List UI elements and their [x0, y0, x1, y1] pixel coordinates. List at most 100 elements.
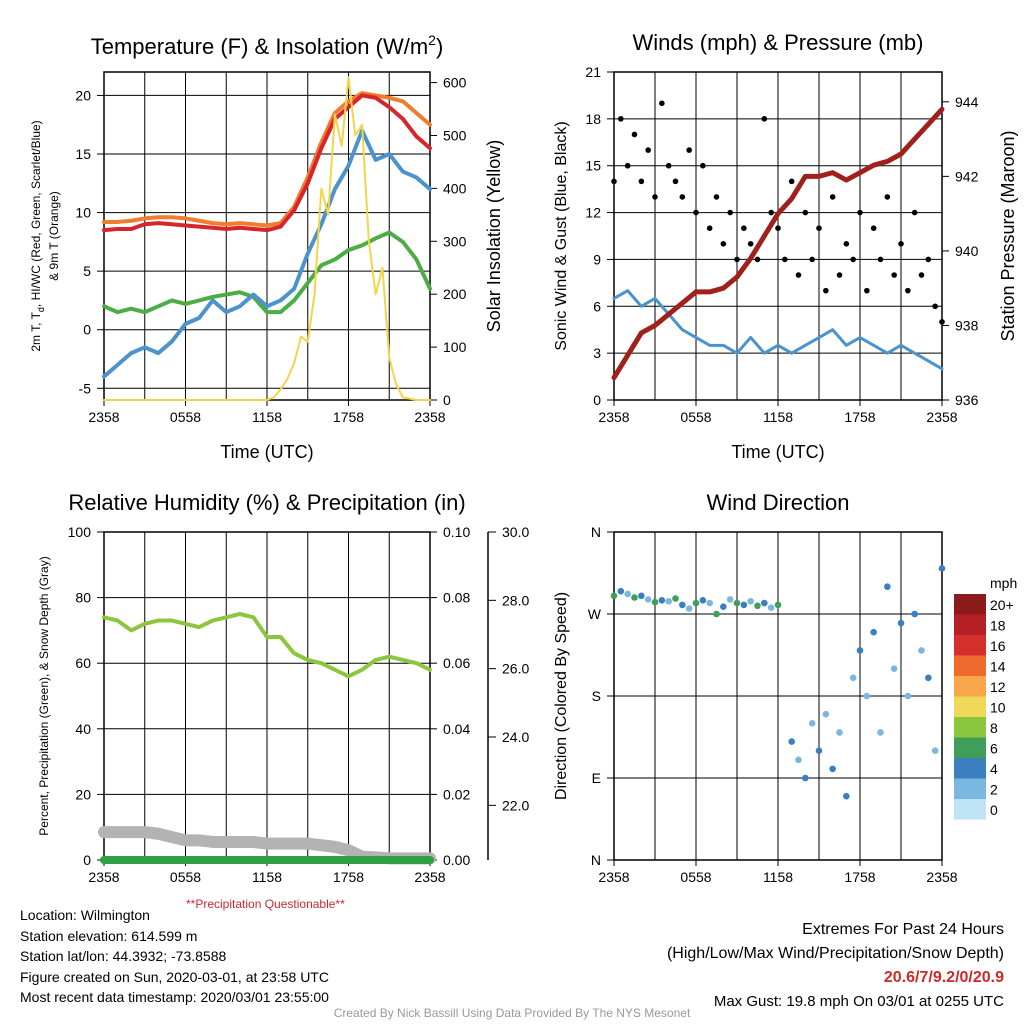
colorbar-label: 2	[990, 782, 998, 798]
gust-point	[905, 287, 911, 294]
gust-point	[932, 303, 938, 310]
x-tick-label: 0558	[170, 409, 201, 425]
x-axis-label: Time (UTC)	[731, 442, 824, 462]
gust-point	[843, 241, 850, 247]
gust-point	[727, 209, 733, 216]
y-tick-label: 3	[593, 345, 601, 361]
location-text: Location: Wilmington	[20, 907, 150, 923]
direction-point	[754, 602, 761, 610]
colorbar-label: 12	[990, 679, 1006, 695]
y-tick-label: 940	[955, 243, 979, 259]
y-tick-label: 938	[955, 317, 979, 333]
colorbar-title: mph	[990, 575, 1017, 591]
temperature-panel: 2358 0558 1158 1758 2358 Temperature (F) & In…	[29, 32, 504, 462]
x-tick-label: 2358	[414, 869, 445, 885]
y-tick-label: 0	[83, 322, 91, 338]
y-axis-label-main: 2m T, T	[29, 311, 43, 351]
gust-point	[829, 194, 836, 200]
gust-point	[870, 225, 877, 231]
direction-point	[836, 729, 843, 736]
y-tick-label: 40	[75, 721, 91, 737]
y-tick-label: 0.06	[443, 655, 470, 671]
y-axis-label-rest: , HI/WC (Red, Green, Scarlet/Blue)	[29, 120, 43, 307]
gust-point	[618, 116, 624, 122]
y-tick-label: 0.08	[443, 590, 470, 606]
colorbar-swatch	[954, 778, 986, 799]
gust-point	[638, 178, 645, 185]
y-tick-label: 200	[443, 286, 467, 302]
x-tick-label: 0558	[170, 869, 201, 885]
wind-direction-panel: 2358 0558 1158 1758 2358 Wind Direction N E S W N D…	[553, 490, 958, 885]
y-tick-label: 0.10	[443, 524, 470, 540]
gust-point	[782, 256, 788, 263]
gust-point	[768, 209, 774, 216]
direction-point	[761, 599, 768, 607]
y-tick-label: 80	[75, 590, 91, 606]
x-tick-label: 2358	[598, 409, 629, 425]
gust-point	[734, 256, 740, 263]
direction-point	[726, 596, 734, 603]
gust-point	[836, 272, 843, 278]
colorbar-label: 10	[990, 700, 1006, 716]
direction-point	[658, 597, 666, 604]
y-tick-label: 21	[585, 64, 601, 80]
wind-pressure-panel: 2358 0558 1158 1758 2358 Winds (mph) & Pressu…	[553, 30, 1018, 462]
gust-point	[665, 162, 672, 169]
max-gust-text: Max Gust: 19.8 mph On 03/01 at 0255 UTC	[713, 993, 1004, 1010]
y-tick-label: 15	[75, 146, 91, 162]
gust-point	[850, 256, 856, 263]
gust-point	[802, 209, 809, 216]
direction-point	[897, 619, 905, 627]
extremes-title: Extremes For Past 24 Hours	[802, 921, 1004, 938]
humidity-precip-panel: 2358 0558 1158 1758 2358 Relative Humidity (%…	[37, 490, 529, 885]
x-tick-label: 0558	[680, 409, 711, 425]
direction-point	[829, 765, 836, 773]
direction-point	[706, 599, 713, 607]
x-tick-label: 1758	[844, 869, 875, 885]
elevation-text: Station elevation: 614.599 m	[20, 927, 198, 944]
gust-point	[624, 162, 631, 169]
direction-point	[617, 587, 625, 595]
credit-text: Created By Nick Bassill Using Data Provi…	[333, 1006, 691, 1020]
direction-point	[774, 601, 782, 609]
gust-point	[823, 287, 829, 294]
colorbar-swatch	[954, 737, 986, 758]
direction-point	[699, 597, 707, 604]
series-line-pressure	[611, 106, 945, 381]
direction-point	[679, 601, 686, 609]
direction-point	[884, 583, 891, 590]
direction-point	[685, 605, 693, 612]
y-tick-label: 100	[68, 524, 92, 540]
y-tick-label: 60	[75, 655, 91, 671]
gust-point	[864, 287, 870, 294]
direction-point	[904, 692, 912, 700]
colorbar-label: 20+	[990, 597, 1014, 613]
y-tick-label: 0.02	[443, 786, 470, 802]
precipitation-note: **Precipitation Questionable**	[186, 897, 345, 911]
gust-point	[679, 194, 686, 200]
gust-point	[816, 225, 822, 231]
y-tick-label: 944	[955, 94, 979, 110]
extremes-legend: (High/Low/Max Wind/Precipitation/Snow De…	[666, 945, 1004, 962]
direction-point	[863, 692, 871, 700]
direction-point	[747, 597, 754, 605]
gust-point	[884, 194, 891, 200]
extremes-values: 20.6/7/9.2/0/20.9	[883, 969, 1004, 986]
direction-point	[849, 674, 857, 682]
y-tick-label: 500	[443, 127, 467, 143]
gust-point	[918, 272, 925, 278]
x-tick-label: 2358	[598, 869, 629, 885]
direction-point	[918, 647, 925, 654]
y-axis-label-right: Solar Insolation (Yellow)	[484, 140, 504, 332]
series-line-9m-t	[102, 91, 432, 228]
x-tick-label: 2358	[414, 409, 445, 425]
direction-point	[631, 594, 638, 601]
direction-point	[931, 747, 939, 754]
chart-title: Temperature (F) & Insolation (W/m2)	[91, 32, 444, 59]
colorbar-label: 6	[990, 741, 998, 757]
gust-point	[700, 162, 706, 169]
x-tick-label: 2358	[88, 409, 119, 425]
direction-point	[672, 595, 679, 602]
series-line-2m-t	[102, 93, 432, 233]
x-tick-label: 2358	[88, 869, 119, 885]
